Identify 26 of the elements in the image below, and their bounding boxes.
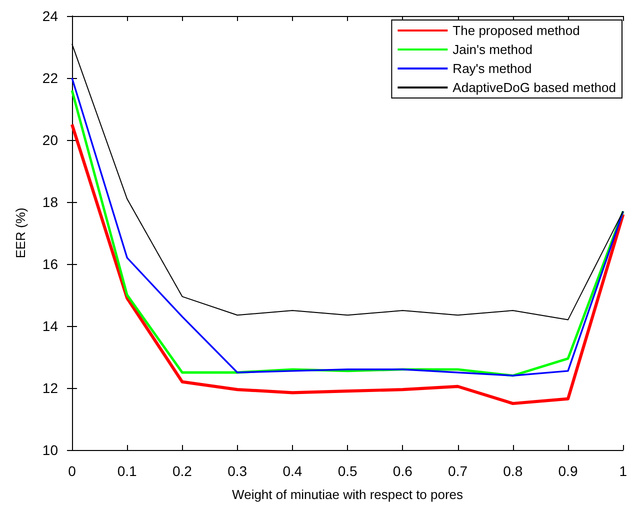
x-tick-label: 0.6 xyxy=(392,463,413,479)
y-tick-label: 18 xyxy=(42,194,58,210)
legend-label: Ray's method xyxy=(452,61,532,76)
y-tick-label: 16 xyxy=(42,256,58,272)
y-tick-label: 14 xyxy=(42,318,58,334)
y-tick-label: 24 xyxy=(42,8,58,24)
x-tick-label: 0.5 xyxy=(338,463,358,479)
y-tick-label: 20 xyxy=(42,132,58,148)
x-tick-label: 1 xyxy=(619,463,628,479)
y-tick-label: 10 xyxy=(42,442,58,458)
x-tick-label: 0.8 xyxy=(503,463,523,479)
y-axis-title: EER (%) xyxy=(13,208,28,258)
x-tick-label: 0.2 xyxy=(172,463,192,479)
x-tick-label: 0 xyxy=(68,463,76,479)
legend-label: AdaptiveDoG based method xyxy=(452,80,616,95)
y-tick-label: 22 xyxy=(42,70,58,86)
line-series xyxy=(70,122,625,406)
x-axis-title: Weight of minutiae with respect to pores xyxy=(232,487,464,502)
x-tick-label: 0.4 xyxy=(282,463,302,479)
legend-label: The proposed method xyxy=(452,23,580,38)
x-tick-label: 0.1 xyxy=(117,463,138,479)
y-tick-label: 12 xyxy=(42,380,58,396)
legend-label: Jain's method xyxy=(452,42,532,57)
x-tick-label: 0.9 xyxy=(558,463,578,479)
x-tick-label: 0.3 xyxy=(228,463,248,479)
x-tick-label: 0.7 xyxy=(448,463,468,479)
